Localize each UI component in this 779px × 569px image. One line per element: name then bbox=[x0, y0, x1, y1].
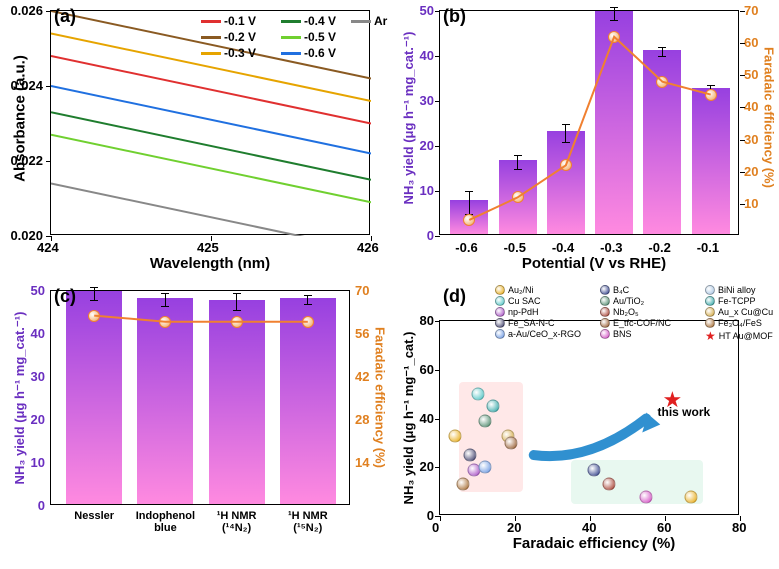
panel-b-xlabel: Potential (V vs RHE) bbox=[499, 255, 689, 272]
legend-item: -0.5 V bbox=[281, 30, 336, 44]
scatter-point bbox=[464, 449, 477, 462]
legend-item: Fe-TCPP bbox=[705, 296, 756, 306]
panel-a-xlabel: Wavelength (nm) bbox=[130, 255, 290, 272]
panel-b-plot: 0102030405010203040506070-0.6-0.5-0.4-0.… bbox=[439, 10, 739, 235]
scatter-point bbox=[486, 400, 499, 413]
panel-a-plot: 4244254260.0200.0220.0240.026-0.1 V-0.2 … bbox=[50, 10, 370, 235]
panel-a-label: (a) bbox=[54, 6, 76, 27]
legend-item: Au/TiO₂ bbox=[600, 296, 644, 306]
legend-item: -0.4 V bbox=[281, 14, 336, 28]
legend-item: Ar bbox=[351, 14, 387, 28]
scatter-point bbox=[479, 461, 492, 474]
scatter-point bbox=[479, 414, 492, 427]
panel-c-ylabel-left: NH₃ yield (μg h⁻¹ mg_cat.⁻¹) bbox=[12, 293, 28, 503]
panel-b-label: (b) bbox=[443, 6, 466, 27]
category-label: ¹H NMR (¹⁴N₂) bbox=[207, 510, 267, 534]
panel-b-ylabel-left: NH₃ yield (μg h⁻¹ mg_cat.⁻¹) bbox=[401, 13, 417, 223]
legend-item: ★HT Au@MOF bbox=[705, 329, 773, 343]
panel-c-ylabel-right: Faradaic efficiency (%) bbox=[373, 298, 388, 498]
legend-item: -0.2 V bbox=[201, 30, 256, 44]
panel-c: (c) 010203040501428425670NesslerIndophen… bbox=[0, 280, 389, 569]
scatter-point bbox=[587, 463, 600, 476]
legend-item: Fe_SA-N-C bbox=[495, 318, 555, 328]
legend-item: Au_x Cu@Cu bbox=[705, 307, 773, 317]
panel-d-ylabel: NH₃ yield (μg h⁻¹ mg⁻¹_cat.) bbox=[401, 318, 417, 518]
legend-item: BiNi alloy bbox=[705, 285, 756, 295]
scatter-point bbox=[640, 490, 653, 503]
legend-item: -0.3 V bbox=[201, 46, 256, 60]
panel-d-xlabel: Faradaic efficiency (%) bbox=[499, 535, 689, 552]
scatter-point bbox=[505, 436, 518, 449]
category-label: ¹H NMR (¹⁵N₂) bbox=[278, 510, 338, 534]
scatter-point bbox=[456, 478, 469, 491]
legend-item: -0.1 V bbox=[201, 14, 256, 28]
panel-a-ylabel: Absorbance (a.u.) bbox=[12, 49, 29, 189]
scatter-point bbox=[685, 490, 698, 503]
panel-c-plot: 010203040501428425670NesslerIndophenol b… bbox=[50, 290, 350, 505]
legend-item: B₄C bbox=[600, 285, 629, 295]
panel-a: (a) 4244254260.0200.0220.0240.026-0.1 V-… bbox=[0, 0, 389, 280]
panel-d-plot: 020406080020406080★this workAu₂/NiCu SAC… bbox=[439, 320, 739, 515]
star-label: this work bbox=[658, 405, 711, 419]
scatter-point bbox=[471, 388, 484, 401]
scatter-point bbox=[602, 478, 615, 491]
panel-b-ylabel-right: Faradaic efficiency (%) bbox=[762, 18, 777, 218]
scatter-point bbox=[449, 429, 462, 442]
panel-d: (d) 020406080020406080★this workAu₂/NiCu… bbox=[389, 280, 779, 569]
legend-item: -0.6 V bbox=[281, 46, 336, 60]
legend-item: BNS bbox=[600, 329, 632, 339]
legend-item: Fe₃O₄/FeS bbox=[705, 318, 762, 328]
panel-c-label: (c) bbox=[54, 286, 76, 307]
category-label: Nessler bbox=[64, 510, 124, 522]
panel-d-label: (d) bbox=[443, 286, 466, 307]
legend-item: Cu SAC bbox=[495, 296, 541, 306]
legend-item: Au₂/Ni bbox=[495, 285, 534, 295]
legend-item: np-PdH bbox=[495, 307, 539, 317]
category-label: Indophenol blue bbox=[135, 510, 195, 534]
legend-item: Nb₂O₅ bbox=[600, 307, 639, 317]
legend-item: E_tfc-COF/NC bbox=[600, 318, 671, 328]
panel-b: (b) 0102030405010203040506070-0.6-0.5-0.… bbox=[389, 0, 779, 280]
legend-item: a-Au/CeO_x-RGO bbox=[495, 329, 581, 339]
